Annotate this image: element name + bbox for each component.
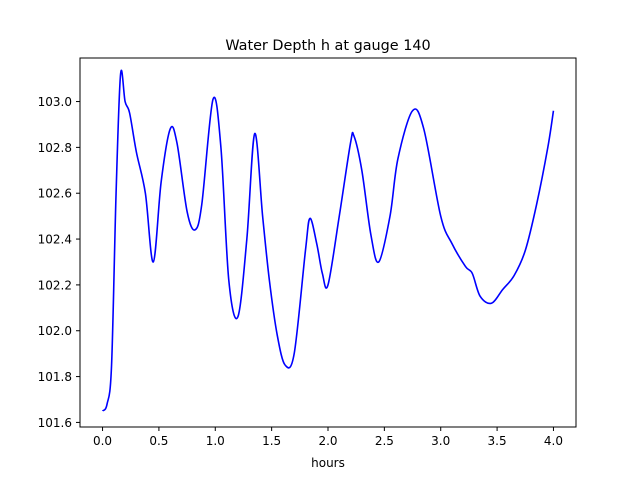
y-tick-label: 102.2 (38, 278, 72, 292)
chart-title: Water Depth h at gauge 140 (225, 38, 430, 54)
x-tick-label: 2.5 (375, 434, 394, 448)
x-tick-label: 3.5 (488, 434, 507, 448)
y-tick-label: 102.6 (38, 187, 72, 201)
x-tick-label: 1.0 (206, 434, 225, 448)
y-tick-label: 101.8 (38, 370, 72, 384)
plot-frame (79, 57, 577, 428)
y-tick-label: 103.0 (38, 95, 72, 109)
y-tick-label: 102.4 (38, 233, 72, 247)
x-axis: 0.0 0.5 1.0 1.5 2.0 2.5 3.0 3.5 4.0 (93, 427, 563, 448)
y-tick-label: 101.6 (38, 416, 72, 430)
series-line-h (101, 69, 555, 412)
x-tick-label: 3.0 (431, 434, 450, 448)
x-tick-label: 1.5 (262, 434, 281, 448)
x-axis-label: hours (311, 456, 345, 470)
y-tick-label: 102.8 (38, 141, 72, 155)
x-tick-label: 2.0 (318, 434, 337, 448)
x-tick-label: 0.5 (149, 434, 168, 448)
x-tick-label: 0.0 (93, 434, 112, 448)
x-tick-label: 4.0 (544, 434, 563, 448)
y-tick-label: 102.0 (38, 324, 72, 338)
y-axis: 101.6 101.8 102.0 102.2 102.4 102.6 102.8 103.0 (38, 95, 80, 430)
